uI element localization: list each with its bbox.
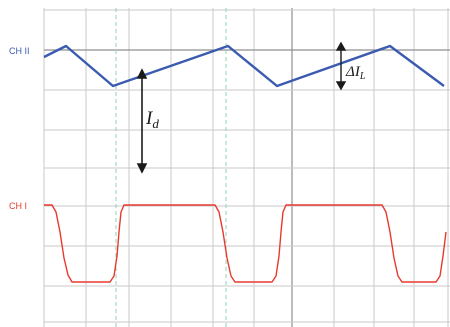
delta-il-arrow	[335, 41, 347, 91]
switch-voltage-trace	[44, 204, 447, 283]
delta-il-label: ΔIL	[345, 64, 366, 82]
scope-grid	[43, 8, 450, 327]
id-label: Id	[145, 108, 159, 131]
id-arrow	[136, 68, 148, 174]
channel-label-ch1: CH I	[9, 201, 27, 211]
channel-label-ch2: CH II	[9, 46, 30, 56]
inductor-current-trace	[43, 44, 445, 88]
